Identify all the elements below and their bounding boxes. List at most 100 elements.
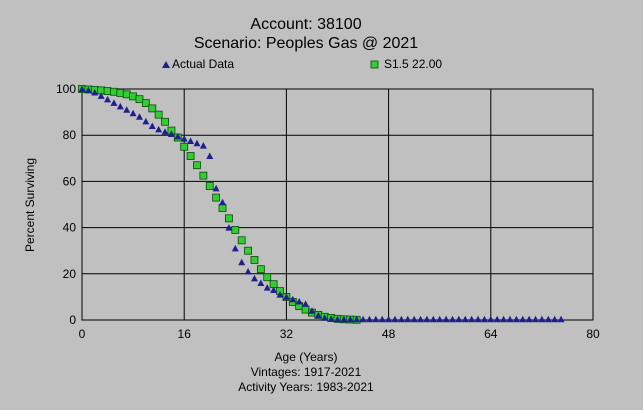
point-actual-data: [410, 315, 418, 323]
point-actual-data: [78, 85, 86, 92]
point-s1-5: [122, 90, 131, 99]
x-tick-label: 16: [178, 327, 192, 341]
point-actual-data: [263, 284, 271, 291]
point-actual-data: [327, 315, 335, 322]
point-actual-data: [455, 315, 463, 323]
point-s1-5: [250, 256, 259, 264]
point-actual-data: [276, 291, 284, 298]
point-s1-5: [135, 95, 144, 104]
point-s1-5: [212, 193, 221, 202]
point-s1-5: [103, 87, 112, 95]
point-actual-data: [231, 244, 239, 252]
point-actual-data: [104, 95, 112, 103]
point-actual-data: [167, 130, 175, 138]
plot-area: [81, 88, 594, 321]
y-tick-label: 60: [63, 174, 77, 188]
y-tick-label: 0: [69, 313, 76, 327]
point-actual-data: [448, 315, 456, 323]
point-actual-data: [250, 274, 258, 282]
point-actual-data: [525, 315, 533, 323]
point-actual-data: [238, 258, 246, 266]
point-actual-data: [187, 137, 195, 144]
point-s1-5: [231, 226, 240, 234]
y-axis-label: Percent Surviving: [23, 158, 37, 252]
chart-subtitle: Scenario: Peoples Gas @ 2021: [194, 35, 418, 52]
point-actual-data: [468, 315, 476, 323]
point-actual-data: [480, 315, 488, 323]
point-actual-data: [161, 128, 169, 135]
footnote-vintages: Vintages: 1917-2021: [251, 365, 362, 379]
point-actual-data: [270, 286, 278, 293]
point-s1-5: [116, 89, 125, 97]
point-actual-data: [123, 106, 131, 113]
point-actual-data: [174, 132, 182, 140]
x-axis-ticks: 0 16 32 48 64 80: [79, 327, 600, 341]
legend-label-actual-data: Actual Data: [172, 57, 234, 71]
point-actual-data: [321, 314, 329, 321]
point-actual-data: [391, 315, 399, 323]
x-tick-label: 48: [382, 327, 396, 341]
point-s1-5: [237, 236, 246, 245]
point-actual-data: [295, 298, 303, 305]
point-actual-data: [551, 315, 559, 323]
point-actual-data: [359, 315, 367, 323]
point-actual-data: [365, 315, 373, 323]
point-actual-data: [148, 122, 156, 129]
point-actual-data: [282, 293, 290, 300]
y-axis-ticks: 0 20 40 60 80 100: [56, 82, 76, 327]
point-actual-data: [436, 315, 444, 323]
gridlines: [82, 89, 593, 320]
point-s1-5: [154, 110, 163, 119]
x-tick-label: 32: [280, 327, 294, 341]
point-actual-data: [289, 295, 297, 303]
point-actual-data: [385, 315, 393, 323]
point-actual-data: [334, 315, 341, 323]
y-tick-label: 100: [56, 82, 76, 96]
point-actual-data: [225, 224, 233, 231]
point-s1-5: [263, 273, 272, 282]
y-tick-label: 80: [63, 128, 77, 142]
chart-title: Account: 38100: [250, 16, 361, 33]
point-actual-data: [423, 315, 431, 323]
point-actual-data: [142, 117, 150, 125]
point-s1-5: [301, 305, 310, 314]
point-actual-data: [135, 113, 143, 120]
legend-label-s1-5: S1.5 22.00: [384, 57, 442, 71]
point-actual-data: [417, 315, 425, 323]
point-s1-5: [205, 182, 214, 190]
point-actual-data: [206, 152, 214, 159]
point-actual-data: [244, 267, 252, 275]
legend-marker-s1-5: [370, 60, 379, 69]
footnote-activity-years: Activity Years: 1983-2021: [238, 380, 374, 394]
point-actual-data: [257, 279, 265, 287]
point-s1-5: [244, 246, 252, 255]
point-actual-data: [193, 139, 201, 147]
point-actual-data: [212, 184, 220, 192]
point-actual-data: [314, 311, 322, 319]
point-s1-5: [141, 99, 150, 107]
point-s1-5: [180, 142, 189, 151]
point-s1-5: [129, 92, 138, 101]
point-actual-data: [544, 315, 552, 323]
point-actual-data: [404, 315, 412, 323]
point-actual-data: [532, 315, 540, 323]
point-s1-5: [110, 87, 118, 96]
point-actual-data: [442, 315, 450, 323]
point-s1-5: [148, 104, 157, 113]
legend-marker-actual-data: [162, 61, 170, 68]
point-s1-5: [193, 161, 201, 170]
point-actual-data: [97, 92, 105, 99]
legend: Actual Data S1.5 22.00: [162, 57, 442, 71]
point-actual-data: [500, 315, 508, 323]
data-marks: [78, 85, 565, 324]
point-actual-data: [557, 315, 565, 323]
point-s1-5: [256, 265, 265, 274]
point-actual-data: [493, 315, 501, 323]
point-actual-data: [487, 315, 495, 323]
y-tick-label: 40: [63, 221, 77, 235]
point-actual-data: [461, 315, 469, 323]
x-tick-label: 0: [79, 327, 86, 341]
point-actual-data: [155, 125, 163, 133]
